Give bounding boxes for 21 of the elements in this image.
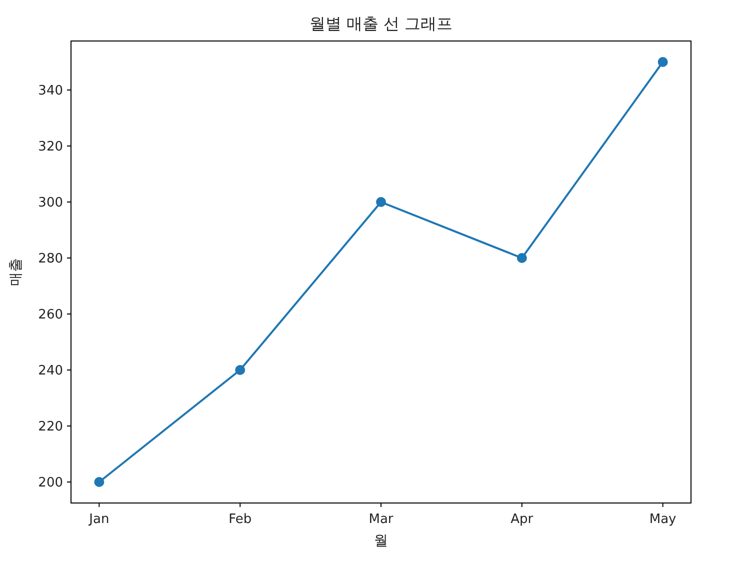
point [376,197,386,207]
x-axis-title: 월 [374,533,388,549]
y-tick-label: 220 [38,420,63,435]
point [658,57,668,67]
x-tick-label: Jan [88,512,110,527]
y-tick-label: 260 [38,308,63,323]
chart-title: 월별 매출 선 그래프 [309,14,453,33]
point [516,253,527,263]
point [235,365,246,375]
y-tick-label: 200 [38,476,63,491]
y-tick-label: 300 [38,196,63,211]
y-tick-label: 340 [38,84,63,99]
y-tick-label: 320 [38,140,63,155]
x-tick-label: Feb [228,512,252,527]
x-tick-label: Mar [368,512,394,527]
y-tick-label: 240 [38,364,63,379]
x-tick-label: Apr [510,512,534,527]
y-tick-label: 280 [38,252,63,267]
point [94,477,104,487]
x-tick-label: May [649,512,677,527]
y-axis-title: 매출 [8,258,24,286]
